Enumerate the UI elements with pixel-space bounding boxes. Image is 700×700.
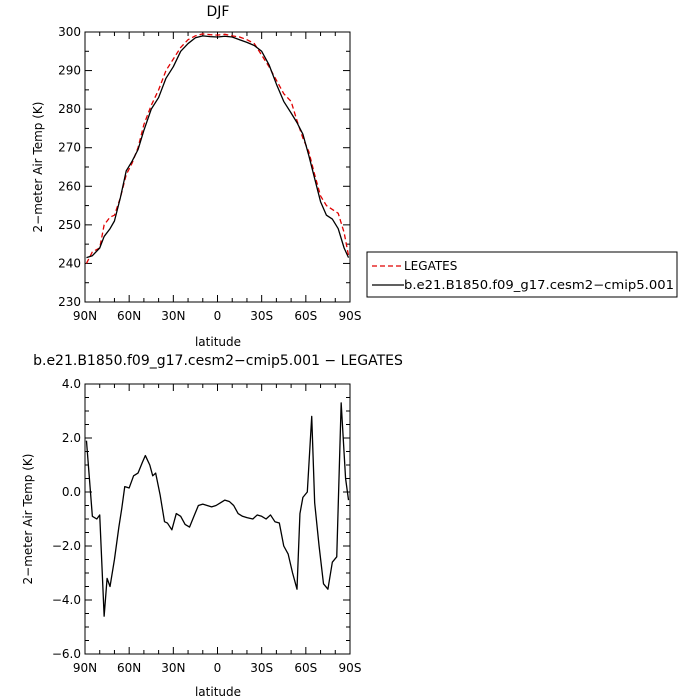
top-chart-xlabel: latitude: [195, 335, 241, 349]
bottom-ytick-label: 0.0: [62, 485, 81, 499]
bottom-chart: b.e21.B1850.f09_g17.cesm2−cmip5.001 − LE…: [21, 353, 403, 699]
top-ytick-label: 270: [58, 141, 81, 155]
top-chart: DJF 90N 60N 30N 0 30S 60S 90S 230 240 250 260 270 28…: [31, 4, 361, 349]
bottom-xtick-label: 90S: [339, 661, 362, 675]
bottom-chart-xlabel: latitude: [195, 685, 241, 699]
bottom-ytick-label: −2.0: [52, 539, 81, 553]
top-ytick-label: 290: [58, 64, 81, 78]
bottom-ytick-label: 2.0: [62, 431, 81, 445]
legend-label-cesm2: b.e21.B1850.f09_g17.cesm2−cmip5.001: [404, 278, 674, 292]
top-xtick-label: 0: [214, 309, 222, 323]
top-xtick-label: 30N: [161, 309, 185, 323]
top-ytick-label: 280: [58, 102, 81, 116]
top-series-line-0: [85, 33, 350, 264]
top-chart-ticks: 90N 60N 30N 0 30S 60S 90S 230 240 250 260 270 280 290…: [58, 25, 361, 323]
bottom-ytick-label: −6.0: [52, 647, 81, 661]
bottom-xtick-label: 30S: [250, 661, 273, 675]
bottom-chart-series: [85, 402, 350, 617]
bottom-chart-title: b.e21.B1850.f09_g17.cesm2−cmip5.001 − LE…: [33, 353, 403, 369]
top-xtick-label: 60N: [117, 309, 141, 323]
top-ytick-label: 260: [58, 179, 81, 193]
top-ytick-label: 300: [58, 25, 81, 39]
top-chart-series: [85, 33, 350, 264]
top-chart-title: DJF: [207, 4, 230, 20]
bottom-ytick-label: 4.0: [62, 377, 81, 391]
legend-label-legates: LEGATES: [404, 259, 457, 273]
top-chart-frame: [84, 31, 351, 303]
bottom-xtick-label: 60S: [294, 661, 317, 675]
bottom-chart-ticks: 90N 60N 30N 0 30S 60S 90S −6.0 −4.0 −2.0 0.0 2.0 4.0: [52, 377, 362, 675]
legend-box: [366, 251, 678, 298]
bottom-series-line-0: [85, 402, 350, 617]
top-ytick-label: 230: [58, 295, 81, 309]
top-ytick-label: 250: [58, 218, 81, 232]
top-xtick-label: 30S: [250, 309, 273, 323]
bottom-xtick-label: 0: [214, 661, 222, 675]
top-series-line-1: [86, 35, 350, 259]
top-xtick-label: 60S: [294, 309, 317, 323]
bottom-xtick-label: 60N: [117, 661, 141, 675]
legend: LEGATES b.e21.B1850.f09_g17.cesm2−cmip5.…: [366, 251, 678, 298]
top-chart-ylabel: 2−meter Air Temp (K): [31, 102, 45, 233]
bottom-xtick-label: 90N: [73, 661, 97, 675]
bottom-chart-ylabel: 2−meter Air Temp (K): [21, 454, 35, 585]
bottom-ytick-label: −4.0: [52, 593, 81, 607]
bottom-xtick-label: 30N: [161, 661, 185, 675]
top-xtick-label: 90N: [73, 309, 97, 323]
top-xtick-label: 90S: [339, 309, 362, 323]
top-ytick-label: 240: [58, 256, 81, 270]
bottom-chart-frame: [84, 383, 351, 655]
